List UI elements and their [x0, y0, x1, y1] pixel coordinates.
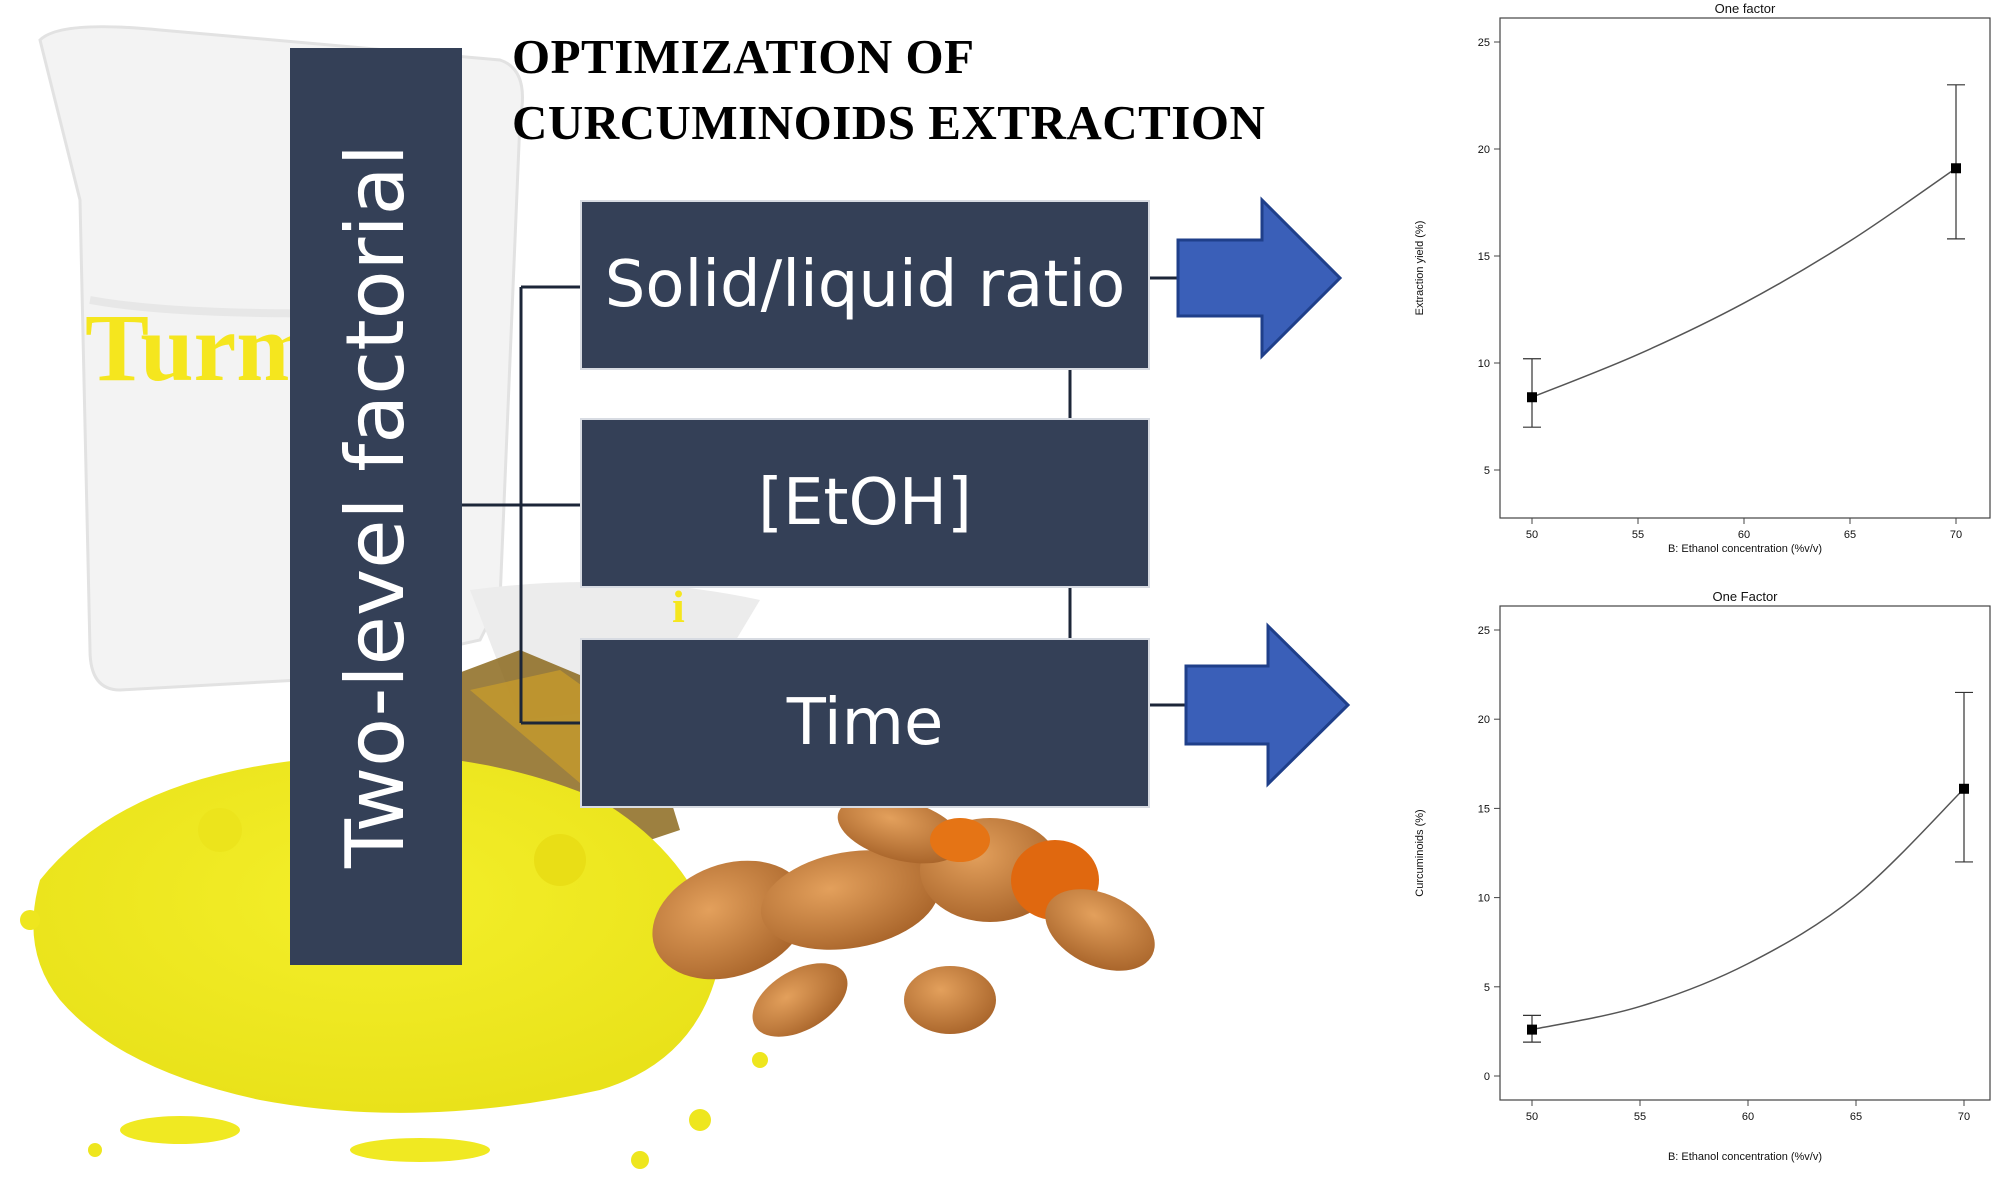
chart-extraction-yield: One factor B: Ethanol concentration (%v/…	[1414, 1, 1991, 555]
x-tick-label: 65	[1844, 529, 1856, 541]
chart-title: One Factor	[1712, 589, 1778, 604]
y-tick-label: 10	[1478, 893, 1490, 905]
method-box	[290, 48, 462, 965]
x-tick-label: 50	[1526, 529, 1538, 541]
x-tick-label: 60	[1742, 1111, 1754, 1123]
arrow-right-icon	[1184, 622, 1351, 788]
data-point	[1527, 392, 1537, 403]
x-tick-label: 55	[1634, 1111, 1646, 1123]
x-tick-label: 60	[1738, 529, 1750, 541]
bag-label-fragment: i	[672, 581, 685, 632]
chart-frame	[1499, 605, 1991, 1101]
data-point	[1527, 1024, 1537, 1035]
y-tick-label: 15	[1478, 803, 1490, 815]
data-point	[1951, 163, 1961, 174]
turmeric-roots	[652, 796, 1155, 1037]
bag-label: Turm	[85, 294, 316, 401]
data-point	[1959, 783, 1969, 794]
factor-box-ethanol: [EtOH]	[580, 418, 1150, 588]
chart-curcuminoids: One Factor B: Ethanol concentration (%v/…	[1414, 589, 1991, 1163]
page-title: OPTIMIZATION OF CURCUMINOIDS EXTRACTION	[512, 24, 1412, 156]
chart-xlabel: B: Ethanol concentration (%v/v)	[1668, 1151, 1822, 1163]
arrow-right-icon	[1176, 196, 1343, 360]
y-tick-label: 20	[1478, 714, 1490, 726]
x-tick-label: 55	[1632, 529, 1644, 541]
chart-curve	[1531, 788, 1965, 1031]
chart-ylabel: Curcuminoids (%)	[1414, 809, 1426, 896]
chart-title: One factor	[1715, 1, 1776, 16]
y-tick-label: 5	[1484, 465, 1490, 477]
x-tick-label: 50	[1526, 1111, 1538, 1123]
factor-box-solid-liquid-ratio: Solid/liquid ratio	[580, 200, 1150, 370]
y-tick-label: 25	[1478, 37, 1490, 49]
y-tick-label: 25	[1478, 625, 1490, 637]
chart-curve	[1531, 167, 1957, 398]
y-tick-label: 5	[1484, 982, 1490, 994]
y-tick-label: 15	[1478, 251, 1490, 263]
y-tick-label: 0	[1484, 1071, 1490, 1083]
factor-box-time: Time	[580, 638, 1150, 808]
x-tick-label: 70	[1958, 1111, 1970, 1123]
y-tick-label: 20	[1478, 144, 1490, 156]
title-line-1: OPTIMIZATION OF	[512, 29, 975, 84]
chart-xlabel: B: Ethanol concentration (%v/v)	[1668, 543, 1822, 555]
chart-frame	[1499, 17, 1991, 519]
x-tick-label: 70	[1950, 529, 1962, 541]
y-tick-label: 10	[1478, 358, 1490, 370]
title-line-2: CURCUMINOIDS EXTRACTION	[512, 95, 1266, 150]
x-tick-label: 65	[1850, 1111, 1862, 1123]
chart-ylabel: Extraction yield (%)	[1414, 221, 1426, 316]
